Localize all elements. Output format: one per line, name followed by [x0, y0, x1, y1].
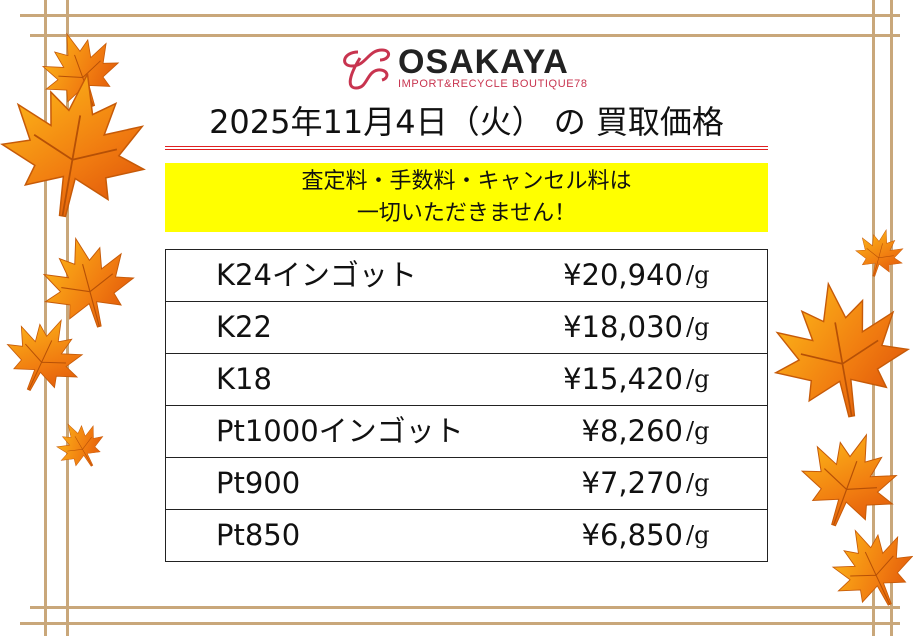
frame-bottom-2 [20, 622, 900, 625]
table-row: K24インゴット ¥20,940/g [166, 250, 767, 302]
notice-banner: 査定料・手数料・キャンセル料は 一切いただきません！ [165, 163, 768, 232]
price-unit: /g [686, 521, 710, 549]
frame-top-2 [30, 34, 900, 37]
price-unit: /g [686, 469, 710, 497]
table-row: Pt850 ¥6,850/g [166, 510, 767, 561]
table-row: K22 ¥18,030/g [166, 302, 767, 354]
price-value: ¥6,850 [581, 518, 683, 552]
metal-name: Pt900 [216, 466, 301, 500]
metal-name: K18 [216, 362, 272, 396]
price-unit: /g [686, 261, 710, 289]
price-unit: /g [686, 365, 710, 393]
price-value: ¥8,260 [581, 414, 683, 448]
table-row: Pt900 ¥7,270/g [166, 458, 767, 510]
price-value: ¥15,420 [563, 362, 683, 396]
notice-line-2: 一切いただきません！ [356, 201, 577, 226]
maple-leaf-icon [0, 58, 162, 232]
maple-leaf-icon [759, 269, 913, 431]
title-underline-2 [165, 149, 768, 150]
frame-right [872, 0, 875, 636]
metal-name: K22 [216, 310, 272, 344]
price-table: K24インゴット ¥20,940/g K22 ¥18,030/g K18 ¥15,42… [165, 249, 768, 562]
price-value: ¥7,270 [581, 466, 683, 500]
metal-name: Pt850 [216, 518, 301, 552]
page-title: 2025年11月4日（火） の 買取価格 [209, 103, 724, 141]
frame-left [44, 0, 47, 636]
logo-mark-icon [343, 48, 390, 90]
notice-line-1: 査定料・手数料・キャンセル料は [301, 169, 632, 194]
osakaya-logo: OSAKAYA IMPORT&RECYCLE BOUTIQUE78 [338, 44, 588, 96]
metal-name: K24インゴット [216, 258, 417, 292]
frame-top [20, 14, 900, 17]
metal-name: Pt1000インゴット [216, 414, 464, 448]
logo-tagline: IMPORT&RECYCLE BOUTIQUE78 [398, 78, 588, 90]
price-value: ¥18,030 [563, 310, 683, 344]
price-unit: /g [686, 313, 710, 341]
table-row: Pt1000インゴット ¥8,260/g [166, 406, 767, 458]
frame-bottom [30, 606, 900, 609]
frame-left-2 [66, 0, 69, 636]
table-row: K18 ¥15,420/g [166, 354, 767, 406]
maple-leaf-icon [46, 411, 114, 479]
price-value: ¥20,940 [563, 258, 683, 292]
title-underline [165, 146, 768, 147]
logo-name: OSAKAYA [398, 43, 569, 81]
price-unit: /g [686, 417, 710, 445]
